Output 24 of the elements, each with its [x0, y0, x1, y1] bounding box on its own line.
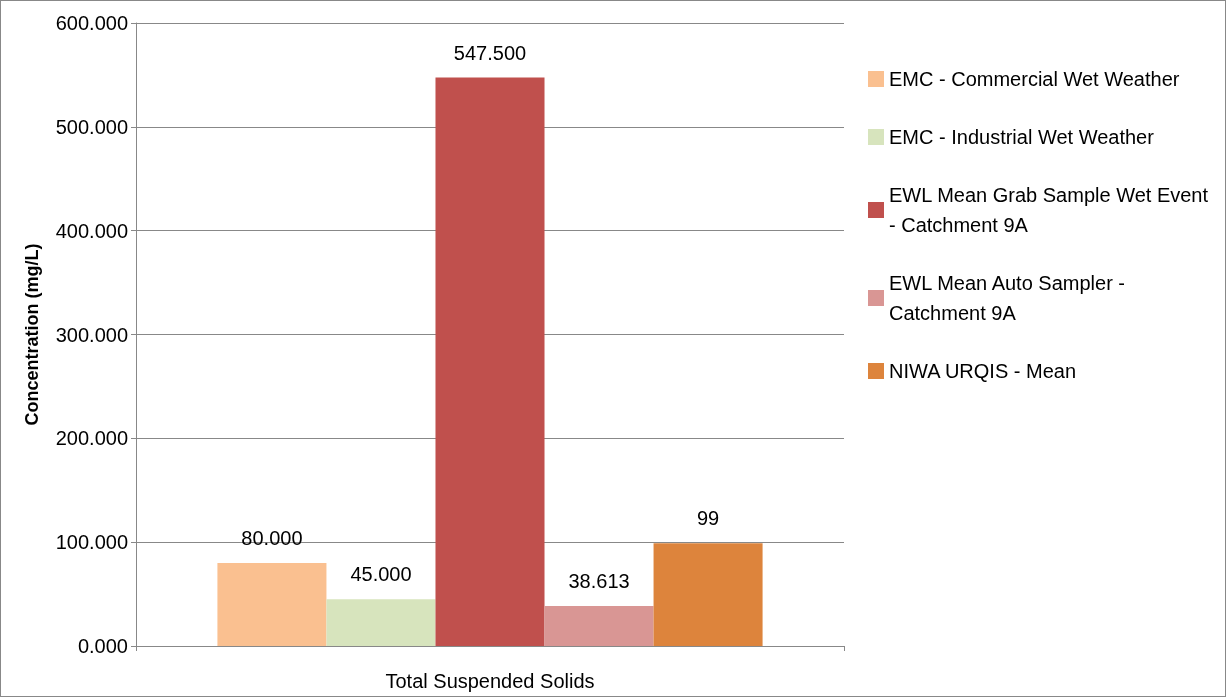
y-axis-title: Concentration (mg/L) [22, 243, 42, 426]
y-tick-label: 0.000 [77, 635, 128, 657]
bar [435, 77, 545, 646]
y-tick-label: 200.000 [55, 427, 128, 450]
y-tick-label: 100.000 [55, 531, 128, 554]
data-label: 99 [696, 507, 720, 530]
legend-label: EMC - Industrial Wet Weather [889, 126, 1155, 148]
bar [653, 543, 763, 646]
data-label: 38.613 [568, 569, 630, 592]
y-tick-label: 300.000 [55, 323, 128, 346]
x-axis-title: Total Suspended Solids [385, 670, 595, 692]
y-tick-label: 600.000 [55, 12, 128, 34]
data-label: 80.000 [241, 526, 303, 549]
legend-label: EWL Mean Auto Sampler - Catchment 9A [889, 272, 1131, 324]
bar [544, 605, 654, 646]
y-tick-label: 500.000 [55, 115, 128, 138]
legend-label: EWL Mean Grab Sample Wet Event - Catchment 9A [889, 184, 1214, 236]
legend-label: EMC - Commercial Wet Weather [889, 68, 1180, 90]
data-label: 45.000 [350, 563, 412, 586]
bar [217, 562, 327, 646]
y-tick-label: 400.000 [55, 219, 128, 242]
data-label: 547.500 [453, 41, 527, 64]
legend-label: NIWA URQIS - Mean [889, 360, 1077, 382]
bar [326, 599, 436, 646]
